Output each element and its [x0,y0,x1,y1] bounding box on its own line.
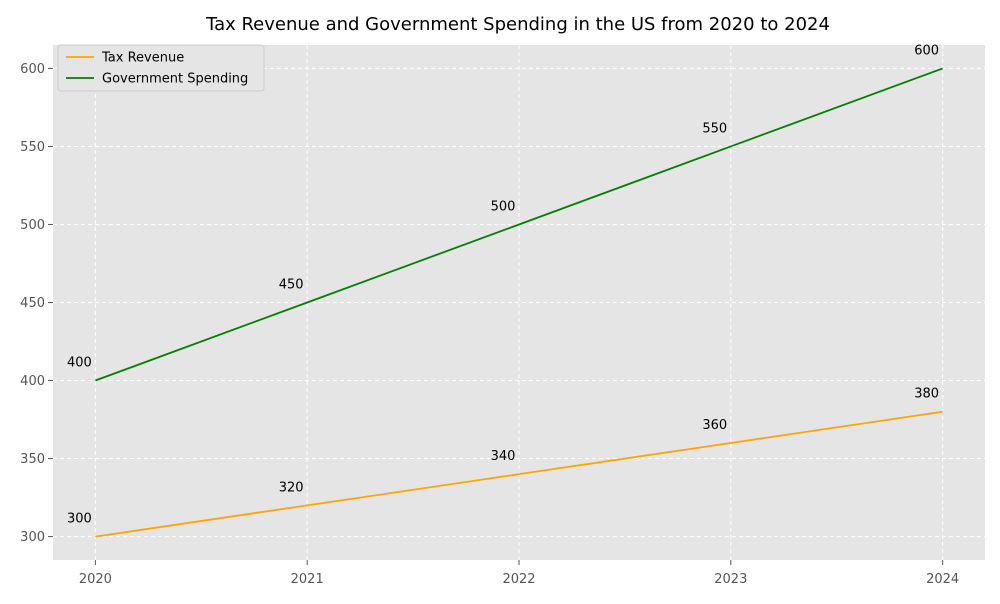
x-tick-label: 2024 [926,572,959,587]
y-tick-label: 500 [20,218,45,233]
x-tick-label: 2022 [502,572,535,587]
data-label: 340 [491,449,516,464]
y-tick-label: 400 [20,374,45,389]
x-tick-label: 2020 [79,572,112,587]
data-label: 320 [279,480,304,495]
y-tick-label: 550 [20,140,45,155]
data-label: 360 [702,418,727,433]
legend-label-0: Tax Revenue [101,51,184,66]
y-tick-label: 450 [20,296,45,311]
series-line-0 [95,410,943,538]
data-label: 380 [914,387,939,402]
data-label: 300 [67,512,92,527]
x-tick-label: 2023 [714,572,747,587]
data-label: 500 [491,199,516,214]
data-label: 550 [702,121,727,136]
y-tick-label: 600 [20,62,45,77]
data-label: 600 [914,43,939,58]
data-label: 400 [67,356,92,371]
series-line-1 [95,67,943,382]
legend-label-1: Government Spending [102,72,248,87]
y-tick-label: 350 [20,452,45,467]
x-tick-label: 2021 [291,572,324,587]
y-tick-label: 300 [20,530,45,545]
data-label: 450 [279,278,304,293]
legend-box [57,44,265,92]
chart-title: Tax Revenue and Government Spending in t… [205,14,830,35]
